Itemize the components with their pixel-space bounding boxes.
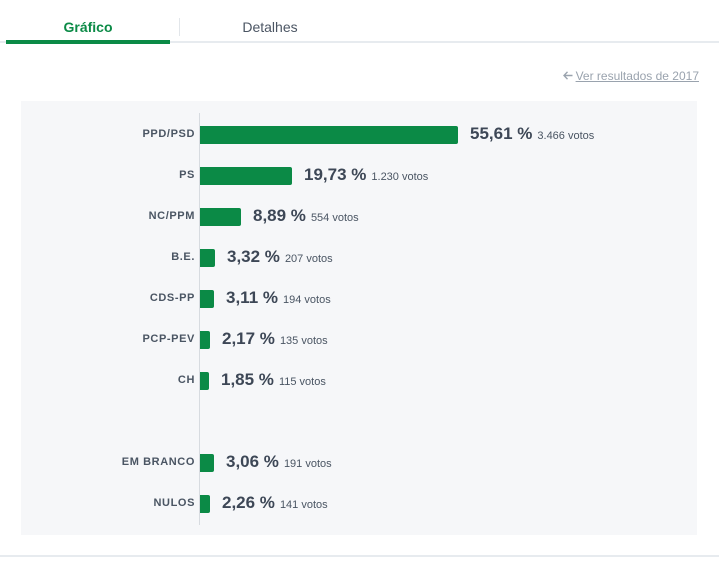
bar-votes-label: 115 votos xyxy=(278,376,326,388)
bar-votes-label: 141 votos xyxy=(279,499,328,511)
tab-bar: Gráfico Detalhes xyxy=(0,0,719,44)
bar xyxy=(200,290,214,308)
bar-label: PS xyxy=(179,169,195,181)
bar-votes-label: 135 votos xyxy=(279,335,328,347)
bar xyxy=(200,454,214,472)
bar-label: CH xyxy=(177,374,195,386)
bar xyxy=(200,495,210,513)
bar-value: 55,61 % 3.466 votos xyxy=(470,124,594,144)
bar xyxy=(200,167,292,185)
bar-votes-label: 554 votos xyxy=(310,212,359,224)
footer-divider xyxy=(0,555,719,557)
bar-value: 3,11 % 194 votos xyxy=(226,288,331,308)
previous-results-link[interactable]: Ver resultados de 2017 xyxy=(562,69,699,83)
bar-value: 3,32 % 207 votos xyxy=(227,247,333,267)
bar-votes-label: 194 votos xyxy=(283,294,331,306)
bar-votes-label: 3.466 votos xyxy=(537,130,595,142)
active-tab-indicator xyxy=(6,40,170,44)
tab-details[interactable]: Detalhes xyxy=(242,19,298,35)
bar-percent-label: 8,89 % xyxy=(253,206,306,225)
bar-value: 19,73 % 1.230 votos xyxy=(304,165,428,185)
bar-label: EM BRANCO xyxy=(121,456,195,468)
bar-percent-label: 3,32 % xyxy=(227,247,280,266)
bar-votes-label: 191 votos xyxy=(283,458,332,470)
bar-votes-label: 207 votos xyxy=(284,253,333,265)
bar xyxy=(200,208,241,226)
bar-label: PCP-PEV xyxy=(142,333,195,345)
bar-value: 8,89 % 554 votos xyxy=(253,206,359,226)
tab-separator xyxy=(179,18,180,36)
bar-percent-label: 19,73 % xyxy=(304,165,367,184)
bar xyxy=(200,372,209,390)
bar-label: B.E. xyxy=(171,251,195,263)
bar-percent-label: 55,61 % xyxy=(470,124,533,143)
bar xyxy=(200,331,210,349)
tab-chart[interactable]: Gráfico xyxy=(63,19,113,35)
bar-label: CDS-PP xyxy=(149,292,195,304)
results-chart-panel: PPD/PSD 55,61 % 3.466 votos PS 19,73 % 1.230 … xyxy=(21,101,697,535)
bar-value: 2,26 % 141 votos xyxy=(222,493,328,513)
tab-bar-divider xyxy=(0,41,719,43)
bar-votes-label: 1.230 votos xyxy=(371,171,429,183)
bar xyxy=(200,126,458,144)
bar-label: NULOS xyxy=(153,497,195,509)
bar-value: 2,17 % 135 votos xyxy=(222,329,328,349)
bar-label: NC/PPM xyxy=(148,210,195,222)
bar-percent-label: 3,06 % xyxy=(226,452,279,471)
arrow-left-icon xyxy=(562,69,573,83)
bar-percent-label: 2,17 % xyxy=(222,329,275,348)
chart-axis-line xyxy=(199,113,200,525)
bar-value: 1,85 % 115 votos xyxy=(221,370,326,390)
bar xyxy=(200,249,215,267)
bar-percent-label: 1,85 % xyxy=(221,370,274,389)
bar-value: 3,06 % 191 votos xyxy=(226,452,332,472)
bar-percent-label: 2,26 % xyxy=(222,493,275,512)
previous-results-label: Ver resultados de 2017 xyxy=(575,69,699,83)
bar-label: PPD/PSD xyxy=(142,128,195,140)
bar-percent-label: 3,11 % xyxy=(226,288,278,307)
